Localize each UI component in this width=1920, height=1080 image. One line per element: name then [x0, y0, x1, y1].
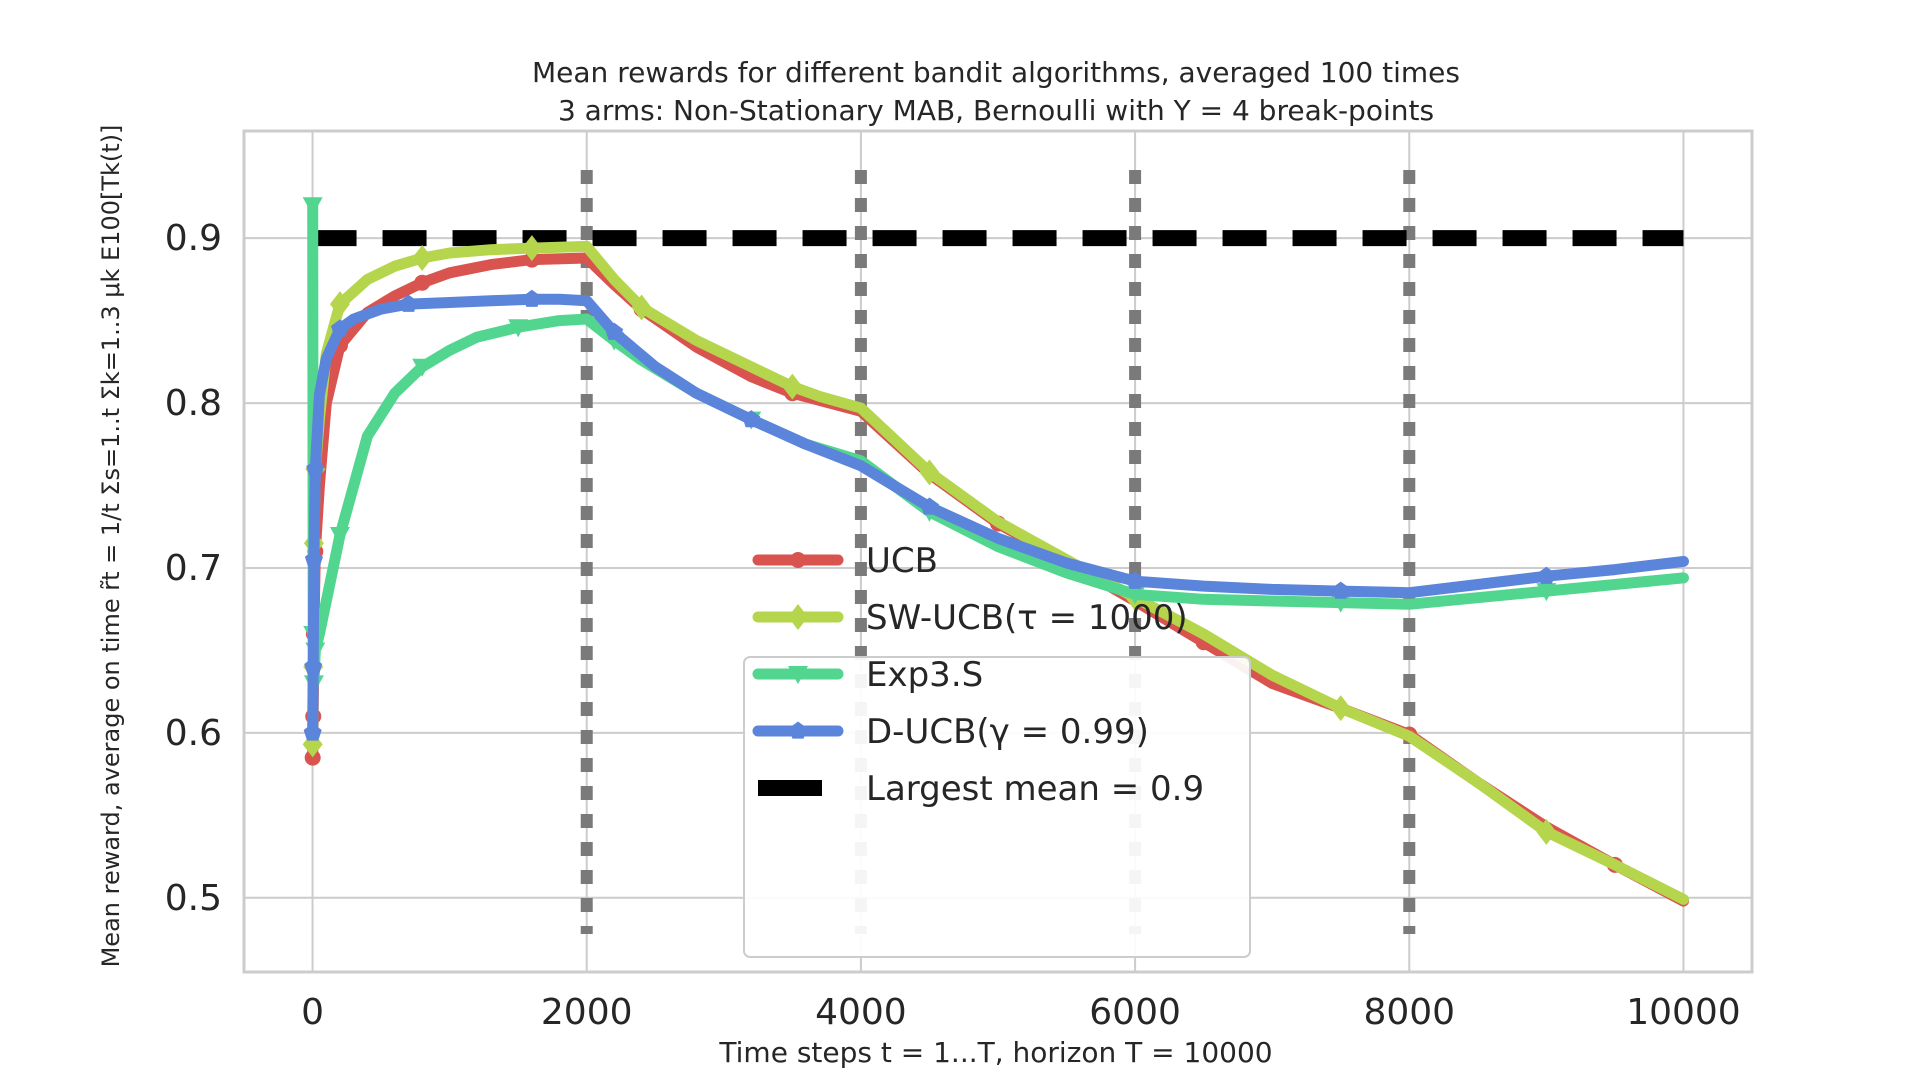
data-point-marker	[782, 373, 803, 400]
data-point-marker	[304, 749, 321, 766]
legend: UCB SW-UCB(τ = 1000) Exp3.S D-UCB(γ = 0.99)…	[743, 541, 1251, 958]
plot-frame	[242, 129, 1754, 974]
data-point-marker	[522, 289, 541, 307]
x-tick-label: 6000	[1089, 992, 1181, 1033]
x-tick-label: 0	[301, 992, 324, 1033]
data-point-marker	[412, 244, 433, 271]
data-point-marker	[414, 274, 431, 291]
data-point-marker	[1330, 594, 1351, 613]
x-tick-label: 8000	[1363, 992, 1455, 1033]
legend-label-ucb: UCB	[866, 541, 938, 581]
data-point-marker	[304, 550, 323, 568]
legend-label-d-ucb: D-UCB(γ = 0.99)	[866, 712, 1149, 752]
data-point-marker	[919, 459, 940, 486]
data-point-marker	[920, 497, 939, 515]
data-point-marker	[329, 527, 350, 546]
y-tick-label: 0.6	[165, 713, 222, 754]
legend-box	[743, 656, 1251, 958]
data-point-marker	[304, 657, 323, 675]
data-point-marker	[1126, 571, 1145, 589]
data-point-marker	[329, 291, 350, 318]
data-point-marker	[412, 358, 433, 377]
data-point-marker	[1537, 566, 1556, 584]
data-point-marker	[788, 666, 808, 684]
chart-subtitle: 3 arms: Non-Stationary MAB, Bernoulli wi…	[558, 94, 1434, 127]
data-point-marker	[605, 322, 624, 340]
data-point-marker	[788, 721, 808, 739]
data-point-marker	[399, 294, 418, 312]
y-tick-label: 0.9	[165, 218, 222, 259]
y-axis-label: Mean reward, average on time r̃t = 1/t Σ…	[97, 125, 125, 968]
series-line	[307, 293, 1689, 739]
series-d-ucb	[303, 289, 1689, 741]
data-point-marker	[631, 294, 652, 321]
legend-label-sw-ucb: SW-UCB(τ = 1000)	[866, 598, 1188, 638]
x-tick-label: 10000	[1626, 992, 1741, 1033]
data-point-marker	[303, 723, 322, 741]
data-point-marker	[790, 552, 806, 568]
x-axis-label: Time steps t = 1...T, horizon T = 10000	[718, 1036, 1272, 1069]
data-point-marker	[1125, 586, 1146, 605]
x-tick-label: 4000	[815, 992, 907, 1033]
chart-title: Mean rewards for different bandit algori…	[532, 56, 1460, 89]
data-point-marker	[306, 459, 325, 477]
series-lines	[302, 197, 1689, 907]
y-tick-label: 0.8	[165, 383, 222, 424]
data-point-marker	[302, 197, 323, 216]
data-point-marker	[788, 604, 808, 630]
legend-label-largest-mean: Largest mean = 0.9	[866, 769, 1204, 809]
x-tick-label: 2000	[541, 992, 633, 1033]
y-tick-label: 0.7	[165, 548, 222, 589]
y-tick-label: 0.5	[165, 878, 222, 919]
data-point-marker	[1331, 581, 1350, 599]
data-point-marker	[330, 319, 349, 337]
data-point-marker	[1536, 583, 1557, 602]
tick-labels: 0 2000 4000 6000 8000 10000 0.5 0.6 0.7 0.8 0.9	[165, 218, 1741, 1033]
data-point-marker	[742, 410, 761, 428]
legend-label-exp3s: Exp3.S	[866, 655, 983, 695]
data-point-marker	[1330, 695, 1351, 722]
data-point-marker	[508, 319, 529, 338]
data-point-marker	[1536, 818, 1557, 845]
data-point-marker	[521, 235, 542, 262]
